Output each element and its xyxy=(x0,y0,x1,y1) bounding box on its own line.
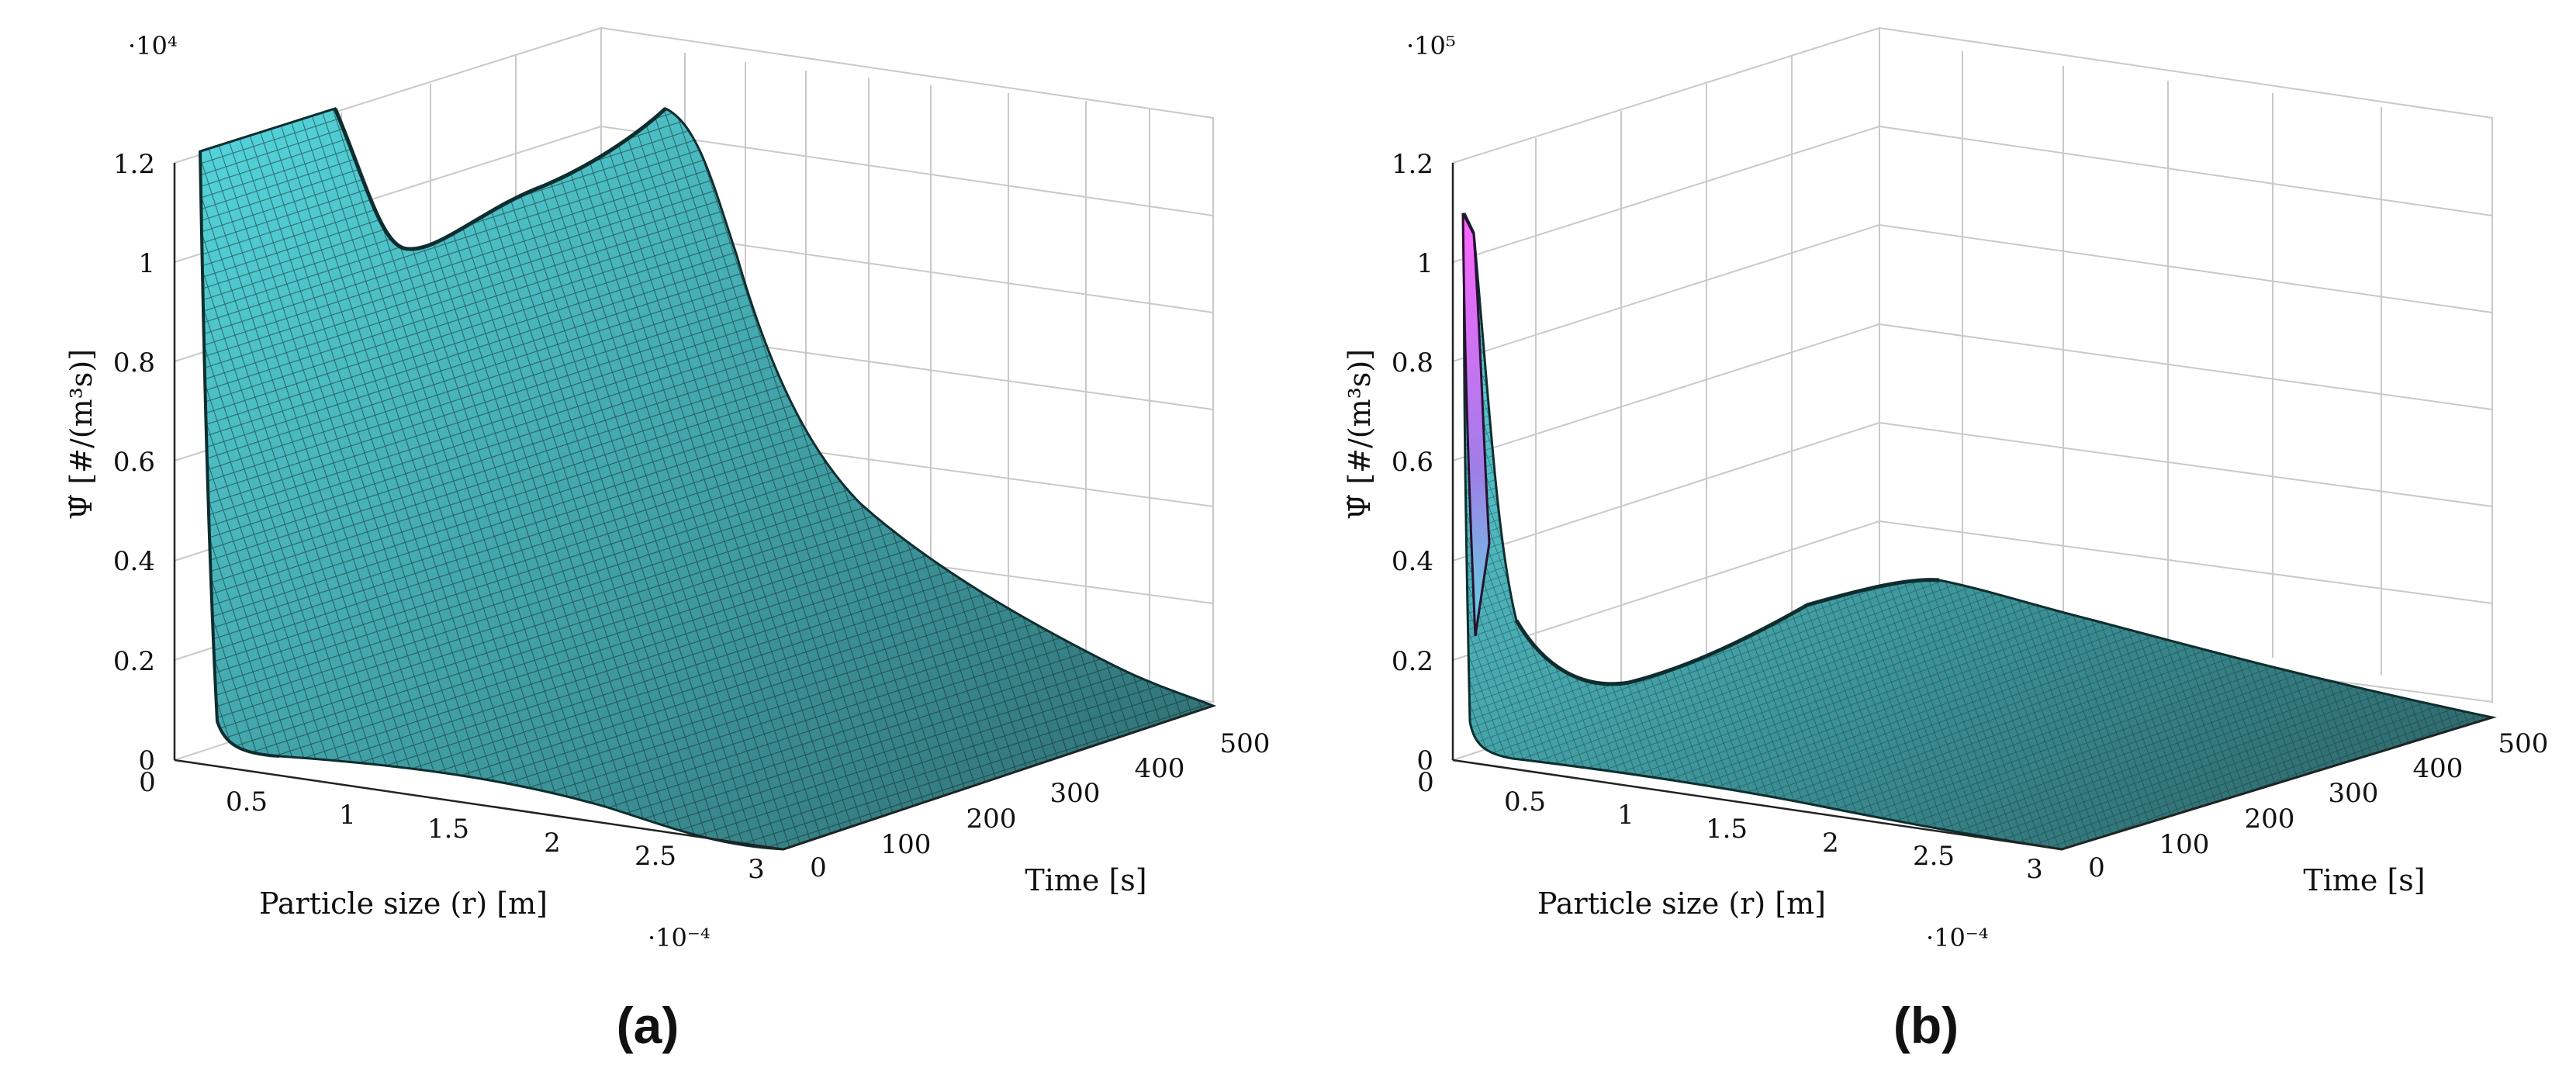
z-tick: 0.6 xyxy=(113,447,155,478)
t-tick: 0 xyxy=(2088,852,2105,883)
x-tick: 2.5 xyxy=(1913,841,1955,872)
z-tick: 0.4 xyxy=(113,546,155,577)
x-tick: 0.5 xyxy=(1504,786,1546,817)
z-tick: 0.2 xyxy=(113,646,155,677)
panel-a: 0 0.2 0.4 0.6 0.8 1 1.2 ·10⁴ 0 0.5 1 1.5… xyxy=(64,26,1270,1054)
t-tick: 100 xyxy=(881,829,932,860)
panel-b: 0 0.2 0.4 0.6 0.8 1 1.2 ·10⁵ 0 0.5 1 1.5… xyxy=(1343,26,2548,1054)
t-tick: 0 xyxy=(810,852,827,883)
t-tick: 300 xyxy=(2329,778,2379,809)
x-tick: 1 xyxy=(1617,800,1634,831)
t-tick: 500 xyxy=(2498,728,2549,759)
z-tick: 0 xyxy=(138,745,155,776)
z-tick: 1 xyxy=(1416,248,1433,279)
z-tick: 1.2 xyxy=(1392,149,1433,180)
panel-a-z-ticks: 0 0.2 0.4 0.6 0.8 1 1.2 xyxy=(113,149,155,776)
panel-a-axes xyxy=(173,163,1214,851)
panel-b-label: (b) xyxy=(1893,997,1959,1054)
panel-a-x-axis-label: Particle size (r) [m] xyxy=(259,887,548,921)
z-tick: 0.2 xyxy=(1392,646,1433,677)
z-tick: 0.8 xyxy=(1392,347,1433,378)
x-tick: 2 xyxy=(1822,828,1839,859)
t-tick: 200 xyxy=(966,804,1017,835)
z-tick: 0.6 xyxy=(1392,447,1433,478)
z-tick: 0.4 xyxy=(1392,546,1433,577)
x-tick: 1.5 xyxy=(427,814,469,845)
panel-b-x-axis-label: Particle size (r) [m] xyxy=(1537,887,1826,921)
x-tick: 0 xyxy=(1417,767,1434,798)
x-tick: 0 xyxy=(139,767,156,798)
panel-a-label: (a) xyxy=(617,997,679,1054)
panel-b-z-axis-label: Ψ̃ [#/(m³s)] xyxy=(1343,349,1377,520)
x-tick: 1.5 xyxy=(1706,814,1748,845)
panel-a-x-ticks: 0 0.5 1 1.5 2 2.5 3 xyxy=(139,767,765,885)
x-tick: 1 xyxy=(339,800,356,831)
t-tick: 300 xyxy=(1050,778,1101,809)
panel-b-axes xyxy=(1451,163,2493,851)
t-tick: 500 xyxy=(1220,728,1271,759)
panel-b-t-ticks: 0 100 200 300 400 500 xyxy=(2088,728,2548,883)
x-tick: 3 xyxy=(748,854,765,885)
t-tick: 400 xyxy=(2413,753,2464,784)
panel-a-z-multiplier: ·10⁴ xyxy=(128,31,178,60)
z-tick: 0 xyxy=(1416,745,1433,776)
panel-a-t-axis-label: Time [s] xyxy=(1025,863,1146,897)
panel-a-z-axis-label: Ψ̃ [#/(m³s)] xyxy=(64,349,99,520)
panel-b-back-grid xyxy=(1452,26,2493,762)
panel-b-z-ticks: 0 0.2 0.4 0.6 0.8 1 1.2 xyxy=(1392,149,1433,776)
z-tick: 0.8 xyxy=(113,347,155,378)
panel-b-x-ticks: 0 0.5 1 1.5 2 2.5 3 xyxy=(1417,767,2043,885)
panel-a-x-multiplier: ·10⁻⁴ xyxy=(648,923,711,952)
t-tick: 200 xyxy=(2245,804,2295,835)
panel-b-x-multiplier: ·10⁻⁴ xyxy=(1926,923,1989,952)
t-tick: 100 xyxy=(2159,829,2210,860)
t-tick: 400 xyxy=(1135,753,1185,784)
panel-a-t-ticks: 0 100 200 300 400 500 xyxy=(810,728,1270,883)
x-tick: 0.5 xyxy=(226,786,268,817)
z-tick: 1 xyxy=(138,248,155,279)
panel-b-z-multiplier: ·10⁵ xyxy=(1406,31,1456,60)
x-tick: 3 xyxy=(2026,854,2043,885)
panel-a-surface xyxy=(199,107,1217,851)
x-tick: 2.5 xyxy=(634,841,676,872)
x-tick: 2 xyxy=(544,828,561,859)
z-tick: 1.2 xyxy=(113,149,155,180)
panel-b-t-axis-label: Time [s] xyxy=(2303,863,2425,897)
panel-b-surface xyxy=(1461,213,2497,851)
